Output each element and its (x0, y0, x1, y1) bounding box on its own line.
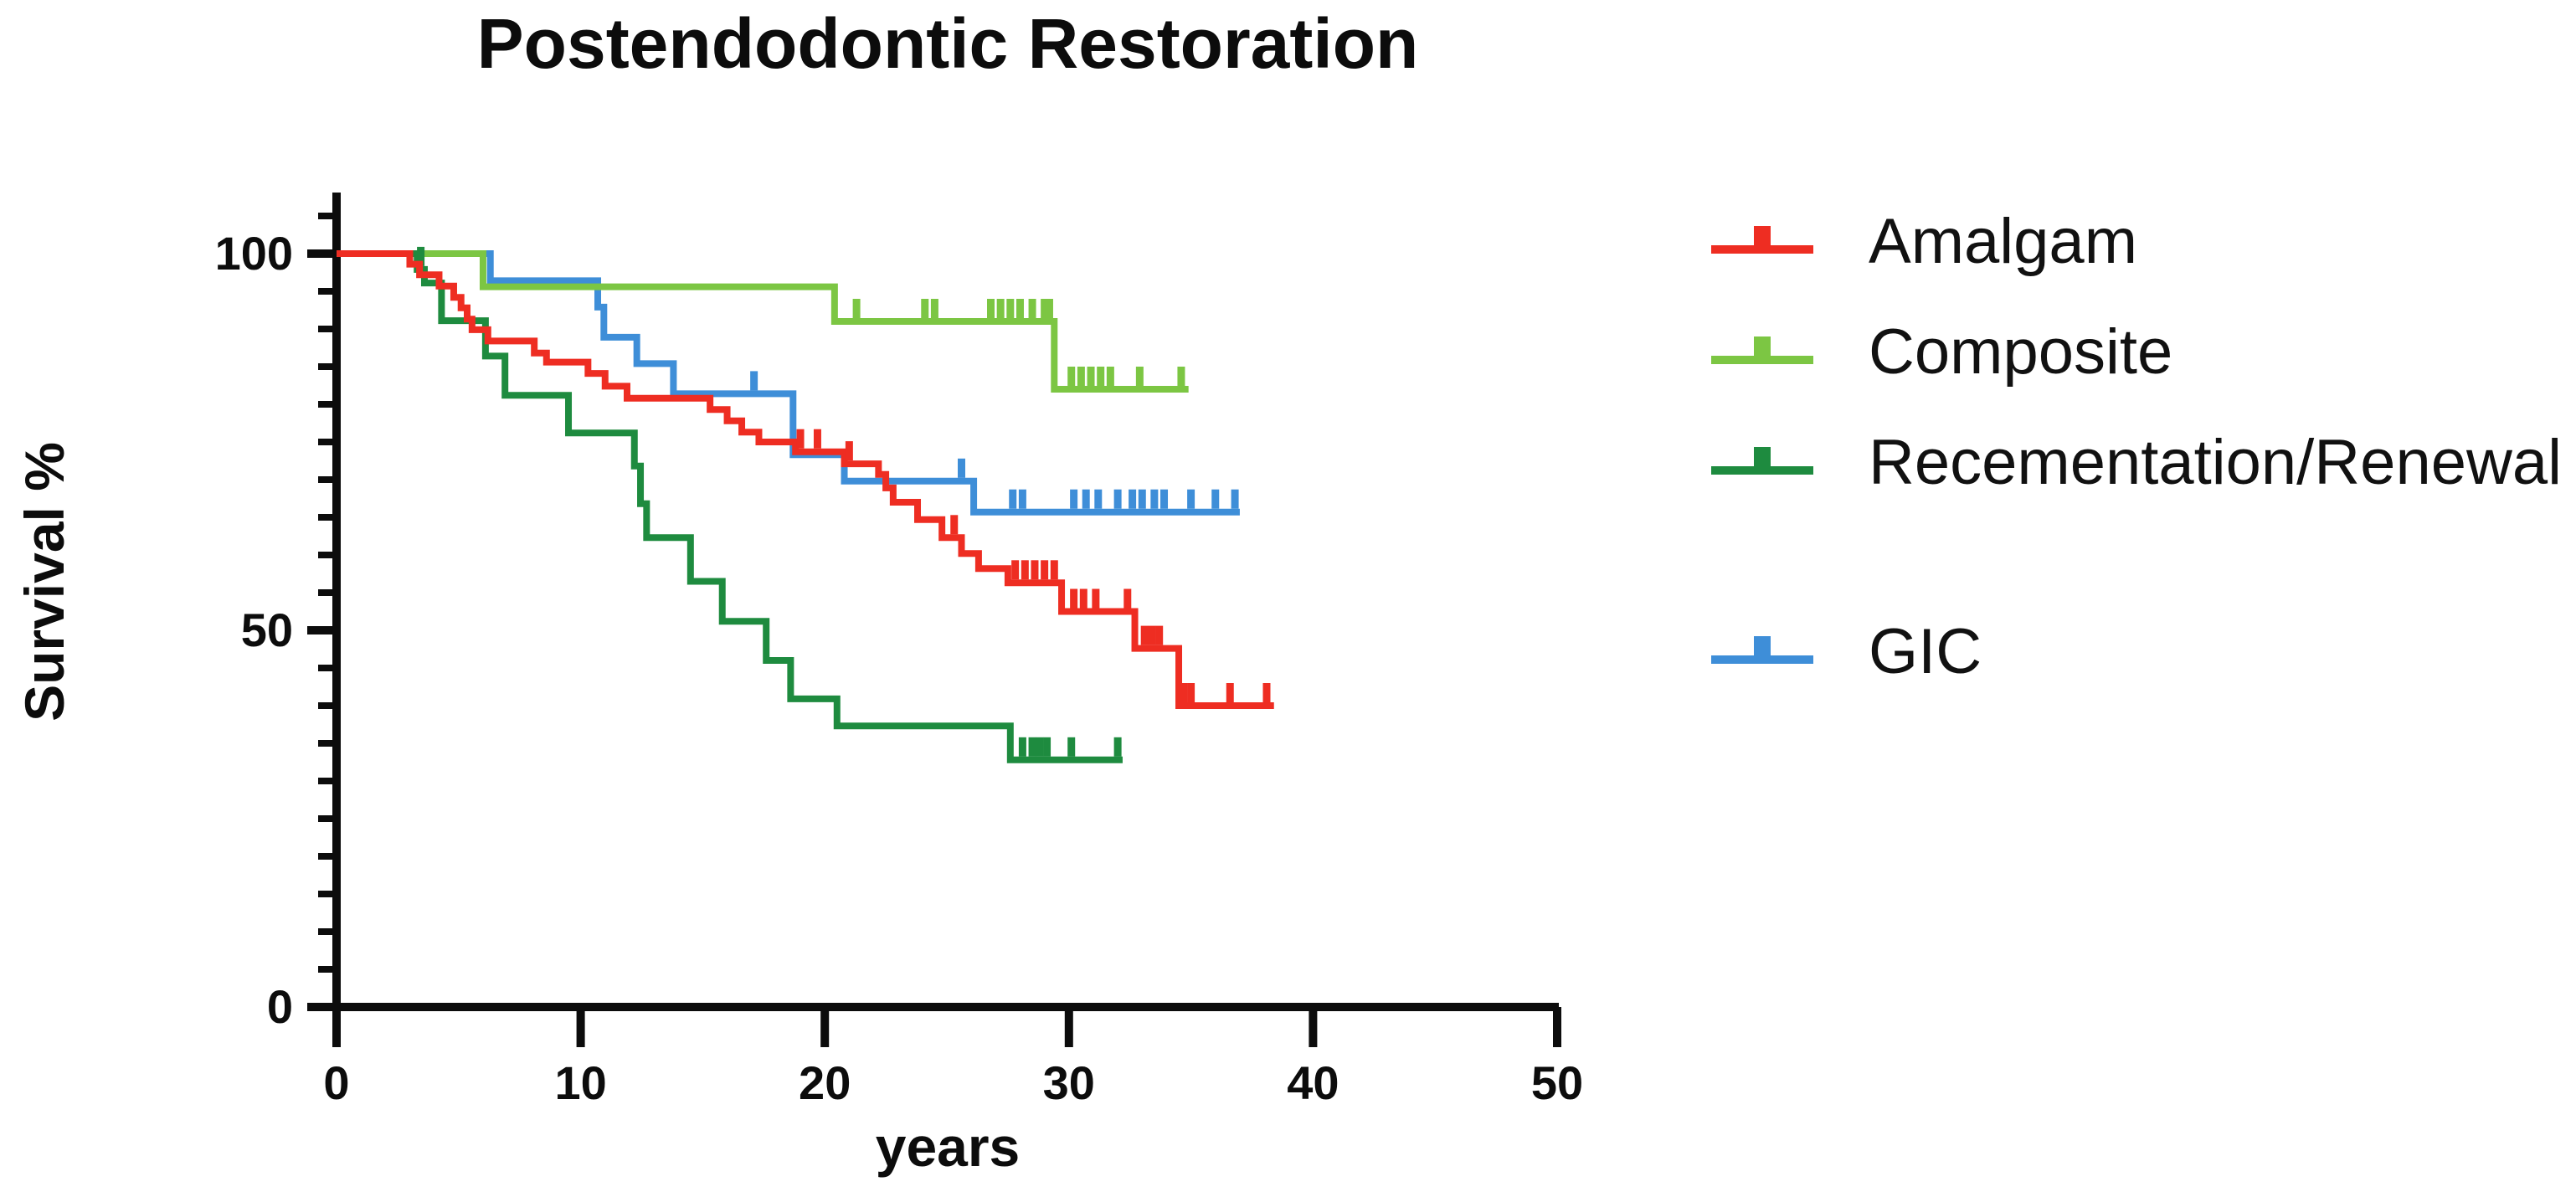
legend-line-symbol (1711, 336, 1813, 364)
survival-curve (337, 250, 1123, 763)
legend-item-amalgam: Amalgam (1708, 186, 2570, 296)
legend-label: GIC (1869, 615, 1982, 687)
y-tick-label: 0 (267, 980, 293, 1033)
y-tick-label: 50 (241, 604, 293, 656)
legend-item-composite: Composite (1708, 296, 2570, 407)
x-tick-label: 30 (1043, 1056, 1095, 1109)
legend: Amalgam Composite Recementation/Renewal GIC (1708, 186, 2570, 706)
legend-item-recementation-renewal: Recementation/Renewal (1708, 407, 2570, 517)
legend-label: Recementation/Renewal (1869, 426, 2563, 498)
legend-line-symbol (1711, 636, 1813, 664)
x-tick-label: 20 (799, 1056, 851, 1109)
x-tick-label: 50 (1531, 1056, 1583, 1109)
y-tick-label: 100 (215, 227, 293, 280)
legend-line-symbol (1711, 226, 1813, 254)
legend-label: Composite (1869, 316, 2173, 388)
survival-curve (337, 250, 1189, 393)
x-tick-label: 10 (554, 1056, 606, 1109)
legend-label: Amalgam (1869, 205, 2137, 277)
x-tick-label: 40 (1287, 1056, 1339, 1109)
survival-curve (337, 250, 1274, 709)
chart-title: Postendodontic Restoration (476, 4, 1419, 83)
axes: 0 50 100 0 10 20 30 40 50 (215, 193, 1583, 1109)
legend-line-symbol (1711, 447, 1813, 475)
series-gic (337, 250, 1240, 516)
survival-curve (337, 250, 1240, 516)
x-tick-label: 0 (323, 1056, 349, 1109)
legend-item-gic: GIC (1708, 596, 2570, 706)
series-composite (337, 250, 1189, 393)
series-amalgam (337, 250, 1274, 709)
x-axis-label: years (875, 1116, 1021, 1178)
